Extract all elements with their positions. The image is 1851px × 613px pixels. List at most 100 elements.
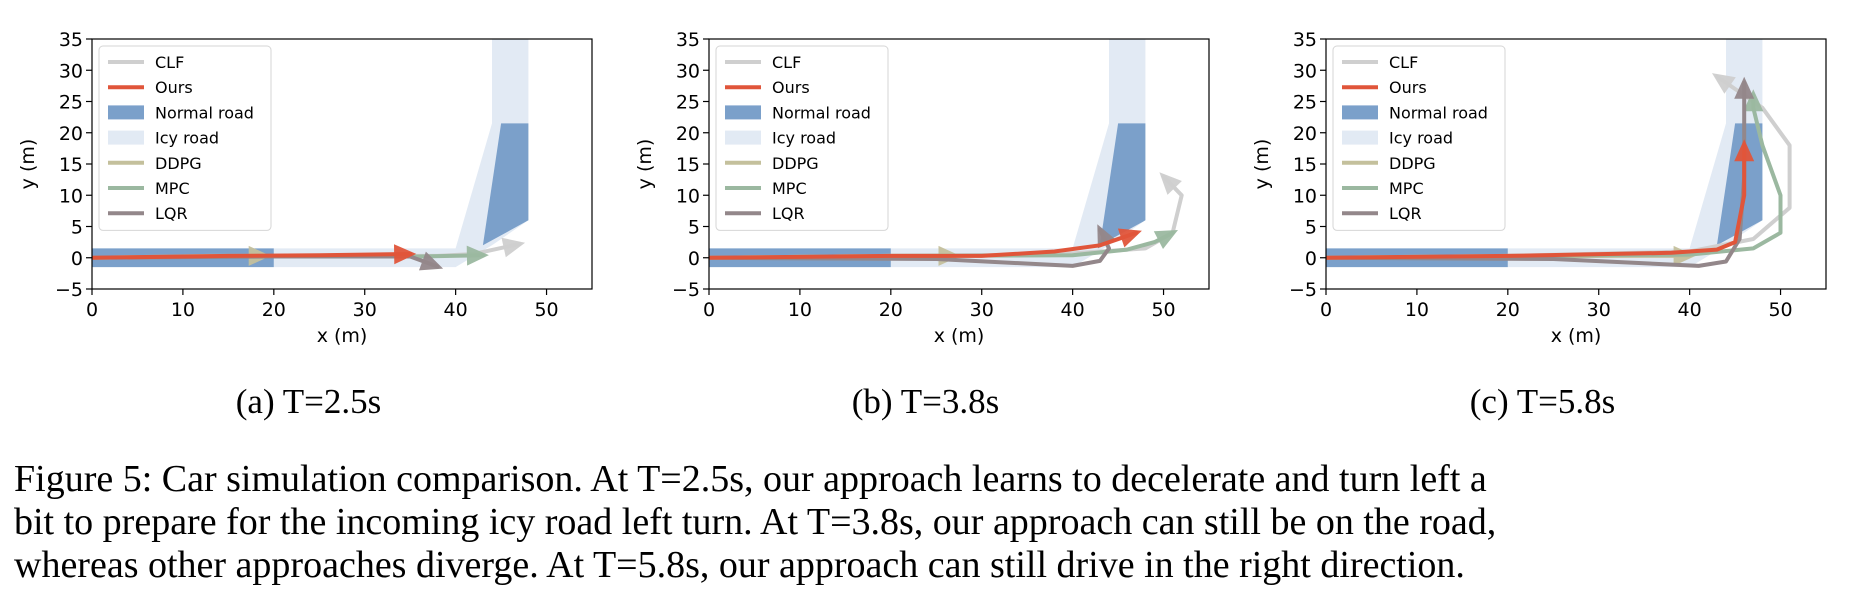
x-axis-label: x (m) [1551, 325, 1602, 347]
x-tick-label: 10 [171, 299, 195, 321]
x-tick-label: 0 [86, 299, 98, 321]
subfigure-b: 0 10 20 30 40 50 −5 0 5 10 15 20 25 30 35 x (m) y (m) CLF… [617, 0, 1234, 440]
legend-swatch-patch [725, 130, 761, 145]
caption-line: bit to prepare for the incoming icy road… [14, 501, 1497, 543]
legend-box [715, 45, 889, 231]
x-tick-label: 0 [1320, 299, 1332, 321]
caption-line: Figure 5: Car simulation comparison. At … [14, 458, 1487, 500]
arrow-mpc [466, 245, 489, 266]
legend-label: MPC [1389, 179, 1424, 198]
x-tick-label: 40 [444, 299, 468, 321]
y-tick-label: 5 [688, 217, 700, 239]
legend-label: CLF [772, 53, 801, 72]
y-tick-label: 20 [1293, 123, 1317, 145]
normal-road-patch [1716, 123, 1763, 246]
x-tick-label: 10 [788, 299, 812, 321]
arrow-ours [1117, 228, 1142, 248]
x-tick-label: 20 [1496, 299, 1520, 321]
subfigure-caption-b: (b) T=3.8s [851, 382, 1000, 421]
x-tick-label: 10 [1405, 299, 1429, 321]
caption-line: whereas other approaches diverge. At T=5… [14, 544, 1465, 586]
y-tick-label: 15 [676, 154, 700, 176]
figure-caption: Figure 5: Car simulation comparison. At … [14, 458, 1844, 587]
y-tick-label: −5 [672, 279, 700, 301]
trajectory-ours [1326, 143, 1747, 260]
legend: CLF Ours Normal road Icy road DDPG MPC LQR [98, 45, 272, 231]
subfigure-a: 0 10 20 30 40 50 −5 0 5 10 15 20 25 30 35 x (m) y (m) CLF… [0, 0, 617, 440]
arrow-lqr [1097, 224, 1116, 249]
legend: CLF Ours Normal road Icy road DDPG MPC LQR [715, 45, 889, 231]
normal-road-patch [1099, 123, 1146, 246]
trajectory-lqr [709, 227, 1111, 268]
legend-label: CLF [1389, 53, 1418, 72]
legend-label: Icy road [772, 129, 836, 148]
x-tick-label: 50 [1151, 299, 1175, 321]
plot-content [709, 39, 1184, 268]
arrow-mpc [1153, 230, 1178, 249]
legend-label: MPC [772, 179, 807, 198]
y-tick-label: 35 [1293, 29, 1317, 51]
y-tick-label: 10 [1293, 185, 1317, 207]
legend-swatch-patch [725, 105, 761, 120]
y-tick-label: −5 [1289, 279, 1317, 301]
legend-label: Normal road [772, 103, 871, 122]
y-tick-label: 30 [676, 60, 700, 82]
legend-box [98, 45, 272, 231]
subfigure-caption-a: (a) T=2.5s [235, 382, 382, 421]
y-tick-label: 5 [1305, 217, 1317, 239]
x-tick-label: 50 [534, 299, 558, 321]
x-tick-label: 30 [1587, 299, 1611, 321]
legend-label: LQR [1389, 204, 1422, 223]
trajectory-ours [92, 252, 413, 260]
y-axis-label: y (m) [1251, 139, 1273, 190]
legend-label: CLF [155, 53, 184, 72]
y-tick-label: 35 [676, 29, 700, 51]
legend-label: DDPG [772, 154, 819, 173]
arrow-clf [1712, 73, 1736, 94]
x-tick-label: 40 [1061, 299, 1085, 321]
icy-road-patch [890, 39, 1146, 268]
legend-label: Ours [772, 78, 810, 97]
y-tick-label: 0 [71, 248, 83, 270]
x-tick-label: 20 [262, 299, 286, 321]
legend-label: MPC [155, 179, 190, 198]
y-tick-label: 15 [59, 154, 83, 176]
legend-label: DDPG [1389, 154, 1436, 173]
icy-road-patch [1507, 39, 1763, 268]
legend-label: Icy road [1389, 129, 1453, 148]
subfigure-caption-c: (c) T=5.8s [1469, 382, 1616, 421]
legend-label: Ours [155, 78, 193, 97]
arrow-lqr [1734, 76, 1755, 99]
plot-content [1326, 39, 1792, 268]
arrow-ours [1734, 139, 1755, 162]
legend-label: DDPG [155, 154, 202, 173]
arrow-lqr [419, 251, 444, 271]
x-tick-label: 30 [970, 299, 994, 321]
legend: CLF Ours Normal road Icy road DDPG MPC LQR [1332, 45, 1506, 231]
y-tick-label: 15 [1293, 154, 1317, 176]
plot-content [92, 39, 529, 271]
legend-swatch-patch [1342, 130, 1378, 145]
icy-road-patch [273, 39, 529, 268]
x-tick-label: 40 [1678, 299, 1702, 321]
normal-road-patch [482, 123, 529, 246]
legend-swatch-patch [108, 130, 144, 145]
trajectory-lqr [1326, 80, 1747, 268]
y-tick-label: 30 [59, 60, 83, 82]
y-tick-label: 0 [1305, 248, 1317, 270]
subfigure-c: 0 10 20 30 40 50 −5 0 5 10 15 20 25 30 35 x (m) y (m) CLF… [1234, 0, 1851, 440]
x-axis-label: x (m) [317, 325, 368, 347]
trajectory-ours [709, 230, 1139, 260]
y-tick-label: 10 [676, 185, 700, 207]
y-tick-label: 25 [676, 92, 700, 114]
y-tick-label: −5 [55, 279, 83, 301]
legend-label: LQR [155, 204, 188, 223]
x-axis-label: x (m) [934, 325, 985, 347]
legend-swatch-patch [108, 105, 144, 120]
y-tick-label: 10 [59, 185, 83, 207]
arrow-ours [394, 244, 417, 265]
y-tick-label: 20 [59, 123, 83, 145]
